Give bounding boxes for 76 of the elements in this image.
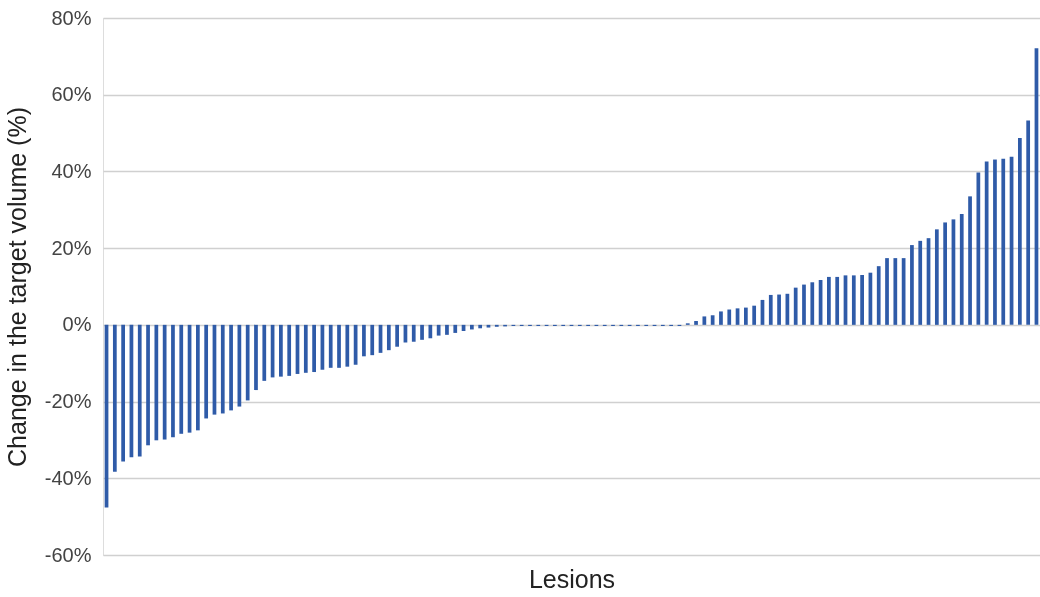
bar	[445, 324, 449, 335]
bar	[752, 305, 757, 325]
bar	[395, 324, 399, 347]
bar	[312, 324, 316, 373]
bar	[137, 324, 142, 457]
bar	[470, 324, 474, 330]
bar	[744, 307, 748, 325]
y-tick-label: -20%	[44, 390, 92, 413]
bar	[810, 282, 815, 325]
bar	[204, 324, 209, 419]
bar	[910, 245, 914, 325]
bar	[162, 324, 167, 440]
bar	[918, 240, 923, 325]
bar	[245, 324, 250, 401]
bar	[328, 324, 333, 368]
bar	[229, 324, 233, 411]
bar	[959, 214, 964, 325]
bar	[934, 229, 939, 325]
bar	[486, 324, 491, 328]
bar	[171, 324, 175, 438]
y-tick-label: 60%	[51, 83, 92, 106]
bar	[984, 161, 989, 325]
bar	[827, 276, 831, 325]
y-tick-label: 20%	[51, 236, 92, 259]
bar	[428, 324, 433, 339]
bar	[112, 324, 117, 472]
bar	[802, 284, 806, 325]
bar	[337, 324, 341, 368]
bar	[710, 315, 715, 325]
bar	[976, 172, 981, 325]
bar	[851, 275, 856, 325]
bar	[777, 294, 781, 325]
bar	[386, 324, 391, 351]
bar	[121, 324, 125, 462]
bar	[362, 324, 366, 357]
bar	[727, 309, 732, 325]
bar	[860, 274, 864, 325]
bar	[719, 311, 723, 325]
bar	[411, 324, 416, 342]
y-tick-label: 80%	[51, 6, 92, 29]
x-axis-title: Lesions	[528, 564, 616, 593]
bar	[254, 324, 258, 391]
bar	[968, 196, 972, 325]
y-tick-label: 40%	[51, 159, 92, 182]
bar	[179, 324, 184, 434]
bar	[154, 324, 159, 441]
bar	[702, 316, 707, 325]
bar	[279, 324, 283, 377]
bar	[345, 324, 350, 367]
bar	[370, 324, 375, 356]
bar	[1001, 158, 1006, 325]
bar	[876, 266, 881, 325]
bar	[835, 276, 840, 325]
bar	[287, 324, 292, 376]
bar	[885, 258, 889, 325]
bar	[993, 159, 997, 325]
bar	[420, 324, 424, 340]
bar	[436, 324, 441, 336]
bar	[220, 324, 225, 414]
bar	[262, 324, 267, 381]
y-tick-label: -40%	[44, 466, 92, 489]
bar	[195, 324, 200, 431]
bar	[478, 324, 483, 329]
y-axis-title: Change in the target volume (%)	[2, 107, 31, 467]
bar	[1018, 138, 1022, 325]
bar	[694, 321, 698, 325]
bar	[943, 222, 948, 325]
bar	[303, 324, 308, 373]
bar	[146, 324, 150, 446]
bar	[768, 294, 773, 325]
bar	[893, 258, 898, 325]
bar	[1026, 120, 1031, 325]
bar	[453, 324, 458, 333]
y-tick-label: -60%	[44, 543, 92, 566]
bar	[793, 287, 798, 325]
y-tick-label: 0%	[62, 313, 92, 336]
